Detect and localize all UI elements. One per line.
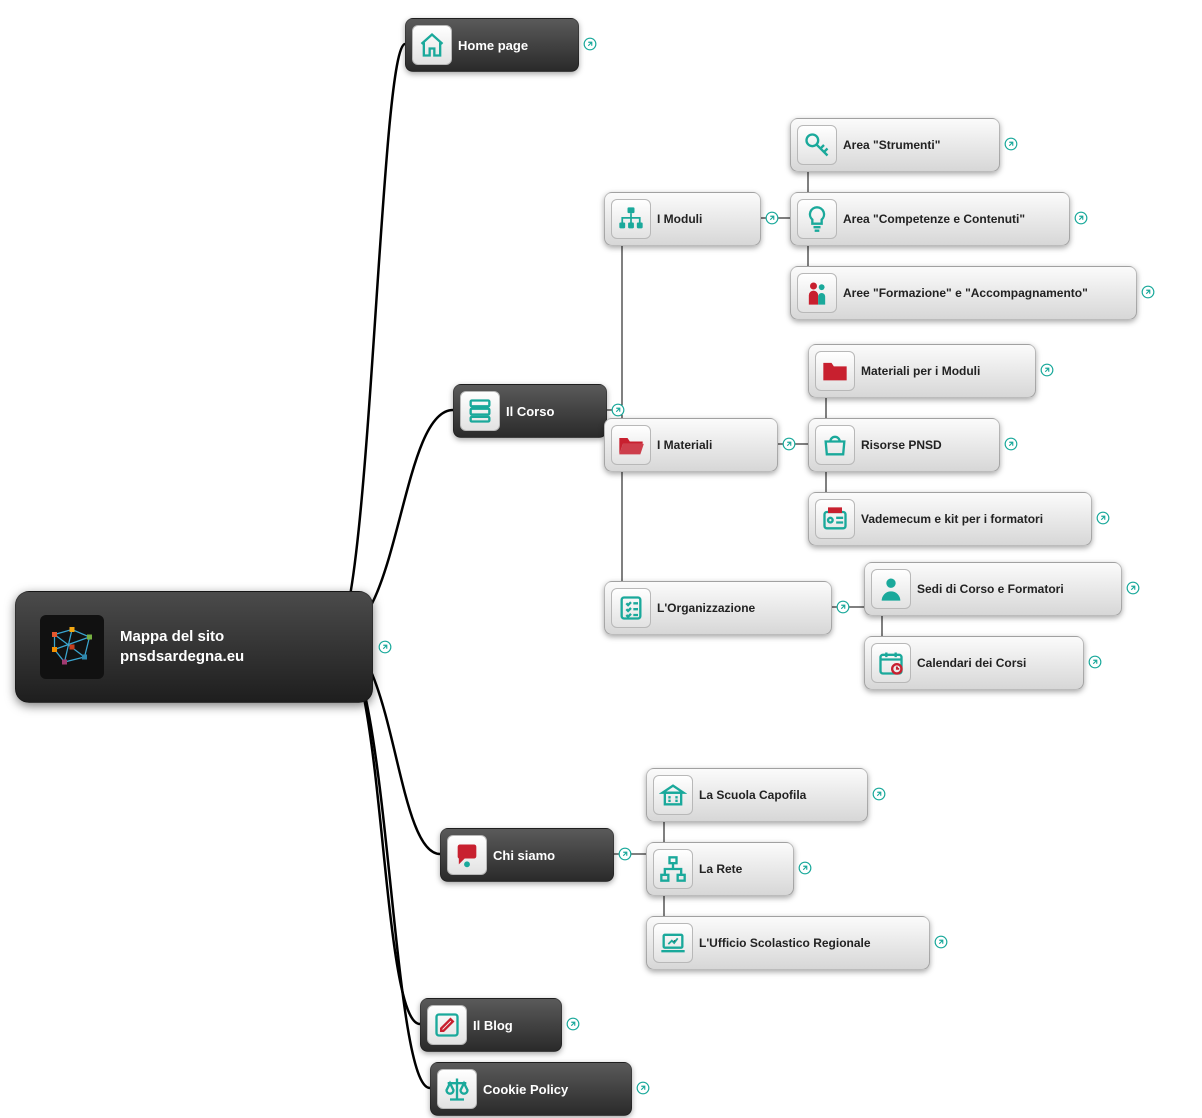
sitemap-icon <box>653 849 693 889</box>
node-moduli[interactable]: I Moduli <box>604 192 761 246</box>
link-icon <box>611 403 625 417</box>
laptop-icon <box>653 923 693 963</box>
mindmap-canvas: Mappa del sitopnsdsardegna.eu Home page Il… <box>0 0 1202 1118</box>
root-node[interactable]: Mappa del sitopnsdsardegna.eu <box>15 591 373 703</box>
link-icon <box>836 600 850 614</box>
node-organizzazione[interactable]: L'Organizzazione <box>604 581 832 635</box>
node-label: Materiali per i Moduli <box>861 364 994 378</box>
node-matmod[interactable]: Materiali per i Moduli <box>808 344 1036 398</box>
edge <box>604 218 622 410</box>
node-label: La Rete <box>699 862 756 876</box>
link-icon <box>636 1081 650 1095</box>
node-label: Aree "Formazione" e "Accompagnamento" <box>843 286 1102 300</box>
node-label: Chi siamo <box>493 848 569 863</box>
badge-icon <box>815 499 855 539</box>
link-icon <box>1040 363 1054 377</box>
node-label: Vademecum e kit per i formatori <box>861 512 1057 526</box>
edge <box>335 636 430 1088</box>
link-icon <box>1074 211 1088 225</box>
node-scuola[interactable]: La Scuola Capofila <box>646 768 868 822</box>
node-label: L'Organizzazione <box>657 601 769 615</box>
school-icon <box>653 775 693 815</box>
node-blog[interactable]: Il Blog <box>420 998 562 1052</box>
link-icon <box>566 1017 580 1031</box>
node-competenze[interactable]: Area "Competenze e Contenuti" <box>790 192 1070 246</box>
link-icon <box>1126 581 1140 595</box>
node-label: Cookie Policy <box>483 1082 582 1097</box>
node-label: La Scuola Capofila <box>699 788 820 802</box>
calendar-icon <box>871 643 911 683</box>
folder-icon <box>815 351 855 391</box>
link-icon <box>798 861 812 875</box>
link-icon <box>1004 437 1018 451</box>
node-label: Il Corso <box>506 404 568 419</box>
link-icon <box>618 847 632 861</box>
node-label: Area "Strumenti" <box>843 138 954 152</box>
edit-icon <box>427 1005 467 1045</box>
node-rete[interactable]: La Rete <box>646 842 794 896</box>
network-icon <box>40 615 104 679</box>
node-label: L'Ufficio Scolastico Regionale <box>699 936 885 950</box>
bag-icon <box>815 425 855 465</box>
edge <box>335 44 405 636</box>
checklist-icon <box>611 588 651 628</box>
link-icon <box>1141 285 1155 299</box>
node-vademecum[interactable]: Vademecum e kit per i formatori <box>808 492 1092 546</box>
edges-layer <box>0 0 1202 1118</box>
node-materiali[interactable]: I Materiali <box>604 418 778 472</box>
node-label: I Materiali <box>657 438 726 452</box>
node-calendari[interactable]: Calendari dei Corsi <box>864 636 1084 690</box>
link-icon <box>1096 511 1110 525</box>
key-icon <box>797 125 837 165</box>
link-icon <box>1088 655 1102 669</box>
link-icon <box>583 37 597 51</box>
node-corso[interactable]: Il Corso <box>453 384 607 438</box>
home-icon <box>412 25 452 65</box>
bulb-icon <box>797 199 837 239</box>
node-cookie[interactable]: Cookie Policy <box>430 1062 632 1116</box>
link-icon <box>765 211 779 225</box>
link-icon <box>872 787 886 801</box>
link-icon <box>782 437 796 451</box>
node-label: Home page <box>458 38 542 53</box>
node-label: Il Blog <box>473 1018 527 1033</box>
link-icon <box>378 640 392 654</box>
org-chart-icon <box>611 199 651 239</box>
node-label: Calendari dei Corsi <box>917 656 1040 670</box>
link-icon <box>934 935 948 949</box>
root-label: Mappa del sitopnsdsardegna.eu <box>120 627 244 668</box>
node-usr[interactable]: L'Ufficio Scolastico Regionale <box>646 916 930 970</box>
node-risorse[interactable]: Risorse PNSD <box>808 418 1000 472</box>
node-label: Risorse PNSD <box>861 438 956 452</box>
books-icon <box>460 391 500 431</box>
node-home[interactable]: Home page <box>405 18 579 72</box>
scales-icon <box>437 1069 477 1109</box>
node-chisiamo[interactable]: Chi siamo <box>440 828 614 882</box>
node-label: I Moduli <box>657 212 716 226</box>
speaking-icon <box>447 835 487 875</box>
folder-open-icon <box>611 425 651 465</box>
node-label: Area "Competenze e Contenuti" <box>843 212 1039 226</box>
node-formazione[interactable]: Aree "Formazione" e "Accompagnamento" <box>790 266 1137 320</box>
link-icon <box>1004 137 1018 151</box>
node-label: Sedi di Corso e Formatori <box>917 582 1078 596</box>
people-icon <box>797 273 837 313</box>
person-icon <box>871 569 911 609</box>
node-sedi[interactable]: Sedi di Corso e Formatori <box>864 562 1122 616</box>
node-strumenti[interactable]: Area "Strumenti" <box>790 118 1000 172</box>
